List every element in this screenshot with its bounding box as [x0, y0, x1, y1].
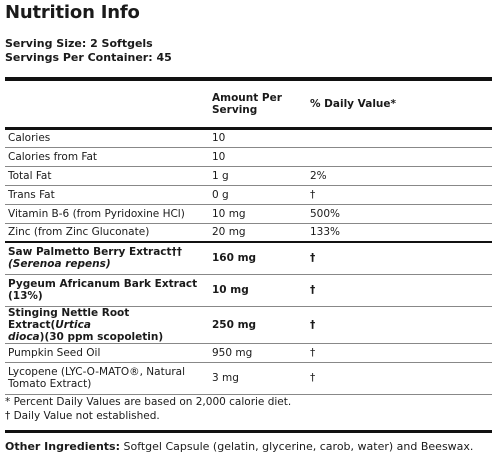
- row-dv: 2%: [307, 166, 492, 186]
- table-row: Zinc (from Zinc Gluconate) 20 mg 133%: [5, 223, 492, 243]
- row-dv: †: [307, 242, 492, 275]
- row-name: Zinc (from Zinc Gluconate): [5, 223, 209, 243]
- row-name-line1: Pygeum Africanum Bark Extract: [8, 278, 198, 290]
- row-name: Trans Fat: [5, 185, 209, 205]
- row-name: Calories from Fat: [5, 147, 209, 167]
- row-name: Calories: [5, 128, 209, 148]
- servings-per-container: Servings Per Container: 45: [5, 51, 172, 64]
- nutrition-table: Amount Per Serving % Daily Value* Calori…: [5, 82, 492, 395]
- header-amount: Amount Per Serving: [209, 82, 307, 130]
- header-blank: [5, 82, 209, 130]
- table-row: Lycopene (LYC-O-MATO®, Natural Tomato Ext…: [5, 362, 492, 395]
- row-dv: †: [307, 306, 492, 344]
- row-name-part1: Stinging Nettle Root Extract(: [8, 306, 130, 331]
- table-row: Pygeum Africanum Bark Extract (13%) 10 mg…: [5, 274, 492, 307]
- other-ingredients: Other Ingredients: Softgel Capsule (gela…: [5, 440, 473, 453]
- row-dv: 500%: [307, 204, 492, 224]
- row-dv: †: [307, 343, 492, 363]
- row-name-line1: Lycopene (LYC-O-MATO®, Natural: [8, 366, 186, 378]
- row-name: Stinging Nettle Root Extract(Urtica dioca…: [5, 306, 209, 344]
- row-name-line2: (Serenoa repens): [8, 258, 111, 271]
- row-name-italic1: Urtica: [55, 318, 91, 331]
- row-amount: 10: [209, 128, 307, 148]
- row-dv: †: [307, 274, 492, 307]
- row-amount: 950 mg: [209, 343, 307, 363]
- table-row: Calories 10: [5, 128, 492, 148]
- row-name-part2: )(30 ppm scopoletin): [39, 330, 164, 343]
- top-rule: [5, 77, 492, 81]
- row-amount: 10 mg: [209, 204, 307, 224]
- row-name: Total Fat: [5, 166, 209, 186]
- footnote-daily-value: * Percent Daily Values are based on 2,00…: [5, 396, 292, 408]
- row-amount: 160 mg: [209, 242, 307, 275]
- row-amount: 20 mg: [209, 223, 307, 243]
- row-amount: 1 g: [209, 166, 307, 186]
- serving-size: Serving Size: 2 Softgels: [5, 37, 153, 50]
- row-name: Lycopene (LYC-O-MATO®, Natural Tomato Ext…: [5, 362, 209, 395]
- table-row: Vitamin B-6 (from Pyridoxine HCl) 10 mg …: [5, 204, 492, 224]
- row-dv: †: [307, 362, 492, 395]
- table-row: Calories from Fat 10: [5, 147, 492, 167]
- bottom-rule: [5, 430, 492, 433]
- row-amount: 250 mg: [209, 306, 307, 344]
- footnote-dagger: † Daily Value not established.: [5, 410, 160, 422]
- table-row: Stinging Nettle Root Extract(Urtica dioca…: [5, 306, 492, 344]
- table-row: Total Fat 1 g 2%: [5, 166, 492, 186]
- header-daily-value: % Daily Value*: [307, 82, 492, 130]
- page-title: Nutrition Info: [5, 2, 140, 23]
- row-name: Saw Palmetto Berry Extract†† (Serenoa rep…: [5, 242, 209, 275]
- row-amount: 0 g: [209, 185, 307, 205]
- row-name: Vitamin B-6 (from Pyridoxine HCl): [5, 204, 209, 224]
- table-header-row: Amount Per Serving % Daily Value*: [5, 82, 492, 130]
- row-name-italic2: dioca: [8, 330, 40, 343]
- row-name: Pumpkin Seed Oil: [5, 343, 209, 363]
- row-name-line2: (13%): [8, 290, 43, 302]
- row-dv: [307, 128, 492, 148]
- row-amount: 10 mg: [209, 274, 307, 307]
- row-name-line2: Tomato Extract): [8, 378, 92, 390]
- table-row: Saw Palmetto Berry Extract†† (Serenoa rep…: [5, 242, 492, 275]
- table-row: Pumpkin Seed Oil 950 mg †: [5, 343, 492, 363]
- row-amount: 10: [209, 147, 307, 167]
- row-dv: †: [307, 185, 492, 205]
- table-row: Trans Fat 0 g †: [5, 185, 492, 205]
- row-dv: [307, 147, 492, 167]
- row-name-line1: Saw Palmetto Berry Extract††: [8, 246, 183, 259]
- row-dv: 133%: [307, 223, 492, 243]
- row-amount: 3 mg: [209, 362, 307, 395]
- other-ingredients-label: Other Ingredients:: [5, 440, 120, 453]
- other-ingredients-text: Softgel Capsule (gelatin, glycerine, car…: [119, 440, 474, 453]
- row-name: Pygeum Africanum Bark Extract (13%): [5, 274, 209, 307]
